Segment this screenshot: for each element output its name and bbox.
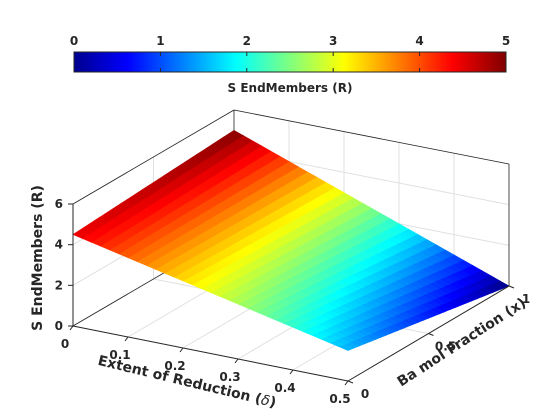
- box-edge: [233, 109, 510, 165]
- y-axis-tick: [428, 333, 434, 336]
- x-tick-label: 0.4: [274, 381, 295, 395]
- x-axis-tick: [69, 325, 74, 331]
- colorbar-tick-label: 0: [70, 34, 78, 48]
- x-axis-tick: [179, 347, 184, 353]
- surface: [72, 129, 510, 351]
- colorbar-gradient: [73, 51, 507, 73]
- y-tick-label: 0.5: [435, 340, 456, 354]
- colorbar: 0 1 2 3 4 5 S EndMembers (R): [70, 34, 510, 95]
- x-axis-tick: [344, 380, 349, 386]
- colorbar-tick-label: 2: [243, 34, 251, 48]
- colorbar-label: S EndMembers (R): [228, 81, 353, 95]
- z-axis-label: S EndMembers (R): [30, 185, 46, 331]
- colorbar-tick-label: 1: [156, 34, 164, 48]
- colorbar-tick-label: 5: [502, 34, 510, 48]
- colorbar-tick-label: 3: [329, 34, 337, 48]
- x-tick-label: 0: [61, 337, 69, 351]
- y-axis-tick: [508, 285, 515, 289]
- box-edge: [72, 109, 235, 205]
- surface-patch: [72, 230, 89, 239]
- front-axes: 0 0.1 0.2 0.3 0.4 0.5 0 0.5 1 0 2 4 6: [55, 197, 531, 406]
- z-tick-label: 4: [55, 238, 63, 252]
- x-tick-label: 0.1: [109, 348, 130, 362]
- colorbar-tick-label: 4: [415, 34, 423, 48]
- x-tick-label: 0.2: [164, 359, 185, 373]
- y-tick-label: 1: [522, 292, 530, 306]
- x-axis-tick: [234, 358, 239, 364]
- x-axis-label-symbol: δ: [259, 392, 271, 410]
- z-tick-label: 2: [55, 278, 63, 292]
- y-axis-tick: [347, 380, 354, 384]
- x-tick-label: 0.3: [219, 370, 240, 384]
- x-axis-label-close: ): [268, 394, 278, 411]
- z-tick-label: 6: [55, 197, 63, 211]
- y-tick-label: 0: [361, 387, 369, 401]
- x-axis-line: [72, 325, 349, 382]
- z-tick-label: 0: [55, 319, 63, 333]
- x-axis-tick: [124, 336, 129, 342]
- x-axis-tick: [289, 369, 294, 375]
- x-tick-label: 0.5: [329, 392, 350, 406]
- colorbar-ticks: 0 1 2 3 4 5: [70, 34, 510, 72]
